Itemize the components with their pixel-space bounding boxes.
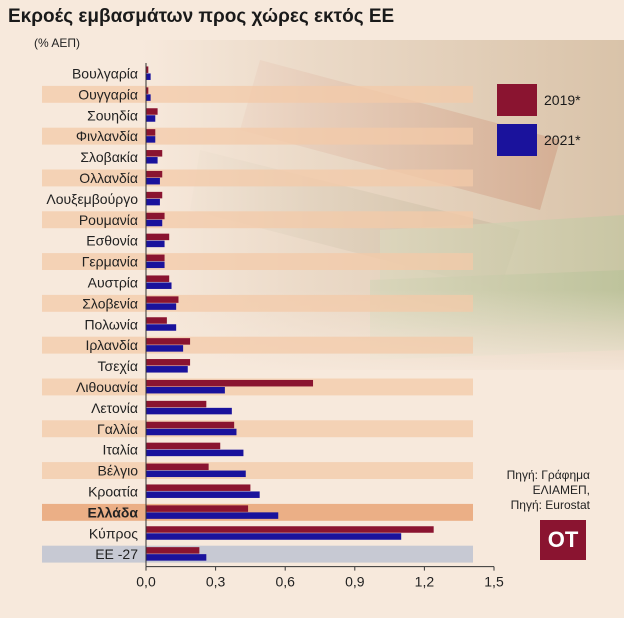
category-label: Ελλάδα [88,504,139,520]
category-label: Φινλανδία [76,128,138,144]
category-label: Κροατία [88,483,138,499]
category-label: Τσεχία [98,358,138,374]
category-label: Αυστρία [88,274,138,290]
category-label: Ολλανδία [79,170,138,186]
bar-2021-11 [146,303,177,310]
bar-2021-19 [146,470,246,478]
bar-2021-3 [146,136,156,143]
bar-2021-1 [146,94,151,101]
bar-2021-5 [146,177,160,185]
bar-2019-4 [146,150,163,157]
bar-2021-4 [146,157,158,164]
category-label: Ιταλία [102,442,138,458]
category-label: Βουλγαρία [72,65,138,81]
category-label: Σλοβακία [80,149,138,165]
category-label: Σουηδία [87,107,138,123]
bar-2021-22 [146,533,402,540]
bar-2019-7 [146,212,165,220]
page-title: Εκροές εμβασμάτων προς χώρες εκτός ΕΕ [8,6,395,27]
bar-2021-6 [146,198,160,206]
bar-2019-22 [146,526,434,533]
x-tick-label: 0,3 [206,574,226,590]
category-label: ΕΕ -27 [95,546,138,562]
category-label: Εσθονία [86,233,138,249]
bar-2021-15 [146,386,225,394]
category-label: Γερμανία [82,254,138,270]
category-label: Σλοβενία [82,295,138,311]
category-label: Λετονία [91,400,138,416]
bar-2021-10 [146,282,172,289]
source-note: Πηγή: Γράφημα ΕΛΙΑΜΕΠ, Πηγή: Eurostat [482,468,590,513]
bar-2021-16 [146,407,232,415]
legend-label-2019: 2019* [544,92,581,108]
bar-2021-20 [146,491,260,498]
x-tick-label: 0,0 [136,574,156,590]
bar-2019-19 [146,463,209,471]
bar-2019-23 [146,547,200,554]
category-label: Κύπρος [89,525,138,541]
bar-2019-1 [146,87,149,94]
bar-2019-13 [146,338,191,345]
bar-2021-2 [146,115,156,122]
bar-2019-14 [146,359,191,366]
ot-logo: OT [540,520,586,560]
bar-2021-7 [146,219,163,227]
category-label: Ιρλανδία [86,337,138,353]
bar-2021-8 [146,240,165,248]
category-labels: Βουλγαρία Ουγγαρία Σουηδία Φινλανδία Σλοβακί… [46,65,138,562]
bar-2019-2 [146,108,158,115]
bar-2019-12 [146,317,167,324]
bar-2019-9 [146,254,165,262]
source-line-1: Πηγή: Γράφημα [506,468,590,482]
category-label: Ρουμανία [79,212,138,228]
bar-2019-17 [146,421,235,429]
bar-2021-0 [146,73,151,80]
bars [146,66,434,561]
bar-2019-11 [146,296,179,303]
bar-2021-17 [146,428,237,436]
bar-2021-23 [146,554,207,561]
legend-swatch-2021 [497,124,537,156]
bar-2019-0 [146,66,149,73]
category-label: Πολωνία [84,316,138,332]
bar-2021-21 [146,512,279,519]
bar-2021-9 [146,261,165,269]
x-tick-label: 0,6 [275,574,295,590]
bar-2019-16 [146,400,207,408]
category-label: Λουξεμβούργο [46,191,138,207]
bar-2019-8 [146,233,170,241]
bar-2019-21 [146,505,249,512]
legend-label-2021: 2021* [544,132,581,148]
x-tick-label: 1,2 [415,574,435,590]
bar-2019-6 [146,191,163,199]
bar-2019-18 [146,442,221,450]
source-line-2: ΕΛΙΑΜΕΠ, [532,483,590,497]
x-tick-label: 1,5 [484,574,504,590]
category-label: Ουγγαρία [78,86,138,102]
x-tick-label: 0,9 [345,574,365,590]
bar-2019-15 [146,379,314,387]
bar-2019-5 [146,170,163,178]
x-ticks: 0,0 0,3 0,6 0,9 1,2 1,5 [136,566,504,590]
bar-2021-12 [146,324,177,331]
category-label: Γαλλία [97,421,138,437]
bar-2019-3 [146,129,156,136]
bar-2021-18 [146,449,244,457]
legend-swatch-2019 [497,84,537,116]
bar-2019-20 [146,484,251,491]
category-label: Βέλγιο [98,463,139,479]
category-label: Λιθουανία [76,379,138,395]
bar-2021-14 [146,366,188,373]
bar-2021-13 [146,345,184,352]
bar-2019-10 [146,275,170,282]
chart-subtitle: (% ΑΕΠ) [34,36,81,50]
source-line-3: Πηγή: Eurostat [510,498,590,512]
